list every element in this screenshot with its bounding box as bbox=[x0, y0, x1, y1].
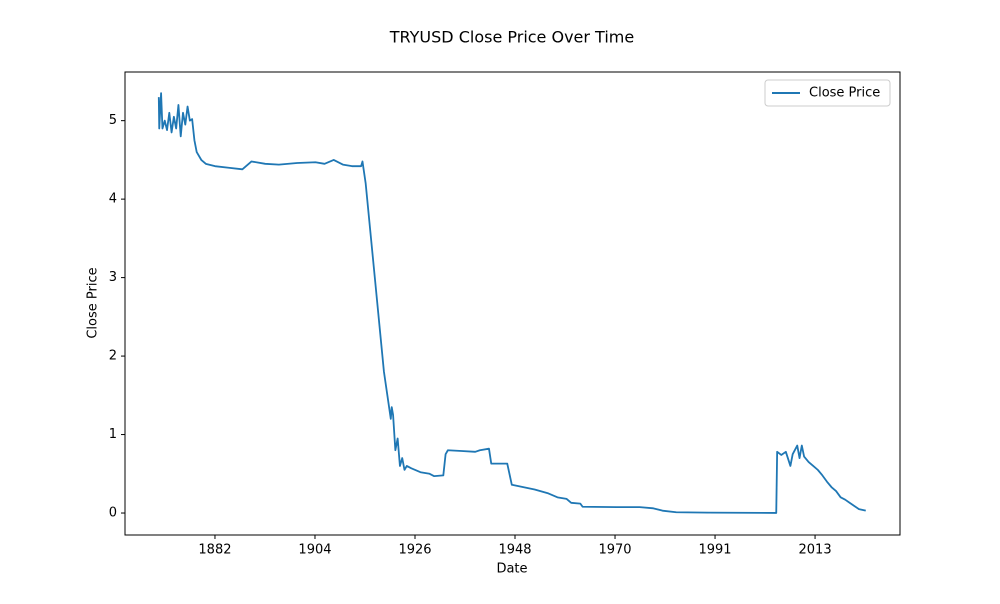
chart-title: TRYUSD Close Price Over Time bbox=[389, 28, 634, 47]
x-tick-label: 1926 bbox=[398, 543, 431, 558]
y-tick-label: 3 bbox=[109, 270, 117, 285]
line bbox=[157, 92, 866, 514]
x-tick-label: 2013 bbox=[799, 543, 832, 558]
x-axis-label: Date bbox=[496, 562, 527, 577]
x-tick-label: 1948 bbox=[498, 543, 531, 558]
y-tick-label: 4 bbox=[109, 192, 117, 207]
x-tick-label: 1991 bbox=[698, 543, 731, 558]
y-tick-label: 0 bbox=[109, 506, 117, 521]
x-tick-label: 1970 bbox=[598, 543, 631, 558]
legend-box bbox=[764, 79, 891, 107]
y-tick-label: 2 bbox=[109, 349, 117, 364]
plot-frame bbox=[124, 71, 901, 536]
y-tick-label: 5 bbox=[109, 113, 117, 128]
x-tick-label: 1904 bbox=[298, 543, 331, 558]
x-tick-label: 1882 bbox=[198, 543, 231, 558]
y-axis-label: Close Price bbox=[86, 267, 101, 338]
legend-label: Close Price bbox=[809, 86, 880, 101]
y-tick-label: 1 bbox=[109, 427, 117, 442]
